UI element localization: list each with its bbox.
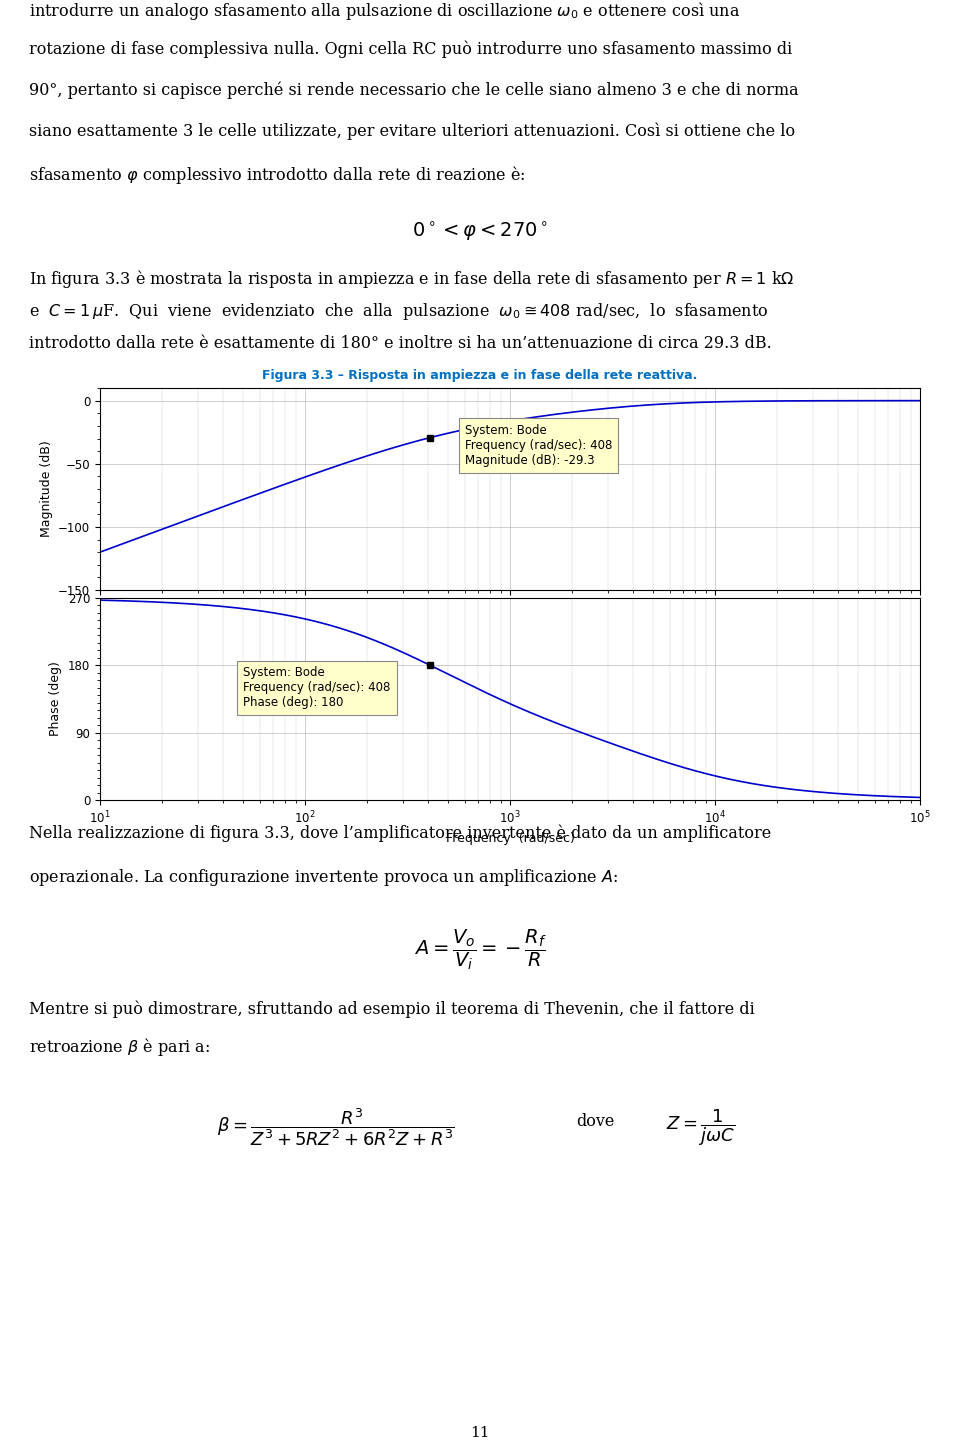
Text: sfasamento $\varphi$ complessivo introdotto dalla rete di reazione è:: sfasamento $\varphi$ complessivo introdo… [29, 164, 525, 186]
Text: System: Bode
Frequency (rad/sec): 408
Phase (deg): 180: System: Bode Frequency (rad/sec): 408 Ph… [243, 666, 391, 710]
Text: rotazione di fase complessiva nulla. Ogni cella RC può introdurre uno sfasamento: rotazione di fase complessiva nulla. Ogn… [29, 41, 792, 58]
Text: 90°, pertanto si capisce perché si rende necessario che le celle siano almeno 3 : 90°, pertanto si capisce perché si rende… [29, 81, 799, 100]
Y-axis label: Magnitude (dB): Magnitude (dB) [39, 441, 53, 537]
Text: In figura 3.3 è mostrata la risposta in ampiezza e in fase della rete di sfasame: In figura 3.3 è mostrata la risposta in … [29, 268, 794, 290]
Text: retroazione $\beta$ è pari a:: retroazione $\beta$ è pari a: [29, 1036, 210, 1058]
X-axis label: Frequency  (rad/sec): Frequency (rad/sec) [445, 831, 574, 844]
Text: $A = \dfrac{V_o}{V_i} = -\dfrac{R_f}{R}$: $A = \dfrac{V_o}{V_i} = -\dfrac{R_f}{R}$ [414, 927, 546, 972]
Text: $0^\circ < \varphi < 270^\circ$: $0^\circ < \varphi < 270^\circ$ [412, 221, 548, 244]
Text: Nella realizzazione di figura 3.3, dove l’amplificatore invertente è dato da un : Nella realizzazione di figura 3.3, dove … [29, 826, 771, 843]
Text: introdotto dalla rete è esattamente di 180° e inoltre si ha un’attenuazione di c: introdotto dalla rete è esattamente di 1… [29, 335, 772, 351]
Text: $Z = \dfrac{1}{j\omega C}$: $Z = \dfrac{1}{j\omega C}$ [666, 1107, 735, 1148]
Text: e  $C = 1\,\mu$F.  Qui  viene  evidenziato  che  alla  pulsazione  $\omega_0 \co: e $C = 1\,\mu$F. Qui viene evidenziato c… [29, 302, 768, 322]
Text: System: Bode
Frequency (rad/sec): 408
Magnitude (dB): -29.3: System: Bode Frequency (rad/sec): 408 Ma… [465, 424, 612, 467]
Text: $\beta = \dfrac{R^3}{Z^3 + 5RZ^2 + 6R^2Z + R^3}$: $\beta = \dfrac{R^3}{Z^3 + 5RZ^2 + 6R^2Z… [217, 1107, 455, 1148]
Text: Figura 3.3 – Risposta in ampiezza e in fase della rete reattiva.: Figura 3.3 – Risposta in ampiezza e in f… [262, 370, 698, 383]
Y-axis label: Phase (deg): Phase (deg) [49, 662, 62, 737]
Text: 11: 11 [470, 1426, 490, 1439]
Text: Mentre si può dimostrare, sfruttando ad esempio il teorema di Thevenin, che il f: Mentre si può dimostrare, sfruttando ad … [29, 1000, 755, 1017]
Text: siano esattamente 3 le celle utilizzate, per evitare ulteriori attenuazioni. Cos: siano esattamente 3 le celle utilizzate,… [29, 123, 795, 141]
Text: dove: dove [576, 1113, 614, 1130]
Text: introdurre un analogo sfasamento alla pulsazione di oscillazione $\omega_0$ e ot: introdurre un analogo sfasamento alla pu… [29, 0, 740, 22]
Text: operazionale. La configurazione invertente provoca un amplificazione $A$:: operazionale. La configurazione inverten… [29, 868, 618, 888]
